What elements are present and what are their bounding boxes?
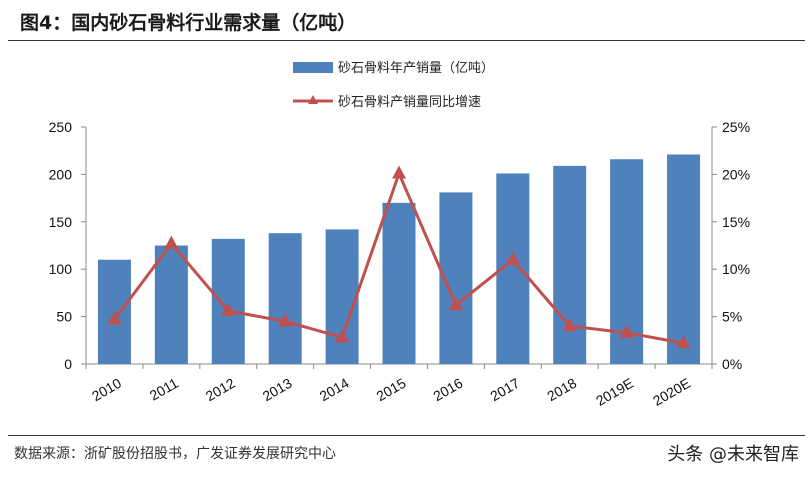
watermark: 头条 @未来智库: [667, 444, 799, 465]
left-tick-label: 150: [49, 214, 73, 230]
right-tick-label: 0%: [722, 356, 742, 372]
legend-triangle-icon: [308, 95, 318, 104]
right-tick-label: 10%: [722, 261, 750, 277]
line-point-triangle: [107, 311, 122, 325]
x-tick-label: 2016: [430, 375, 465, 405]
x-tick-label: 2011: [147, 375, 181, 404]
line-point-triangle: [392, 165, 406, 179]
right-tick-label: 15%: [722, 214, 750, 230]
right-tick-label: 20%: [722, 166, 750, 182]
legend-line-label: 砂石骨料产销量同比增速: [338, 95, 481, 110]
figure-title: 图4：国内砂石骨料行业需求量（亿吨）: [20, 12, 357, 34]
x-tick-label: 2017: [487, 375, 522, 405]
x-tick-label: 2018: [544, 375, 579, 405]
line-point-triangle: [676, 335, 691, 349]
line-point-triangle: [221, 302, 236, 316]
right-tick-label: 25%: [722, 119, 750, 135]
left-tick-label: 100: [49, 261, 73, 277]
footer-divider: [8, 435, 805, 436]
legend-bar-swatch: [293, 62, 333, 73]
line-point-triangle: [505, 251, 520, 265]
bar: [268, 233, 302, 364]
x-tick-label: 2019E: [593, 375, 636, 409]
line-point-triangle: [278, 313, 293, 327]
title-divider: [8, 40, 805, 41]
bar: [154, 245, 188, 364]
right-tick-label: 5%: [722, 309, 742, 325]
left-tick-label: 0: [64, 356, 72, 372]
x-tick-label: 2013: [260, 375, 295, 405]
line-point-triangle: [562, 318, 577, 332]
chart: 砂石骨料年产销量（亿吨） 砂石骨料产销量同比增速 0 50 100 150 200 250…: [49, 61, 750, 409]
source-note: 数据来源：浙矿股份招股书，广发证券发展研究中心: [14, 446, 336, 462]
x-tick-label: 2015: [374, 375, 409, 405]
left-tick-label: 200: [49, 166, 73, 182]
line-point-triangle: [619, 324, 634, 338]
left-tick-label: 250: [49, 119, 73, 135]
legend-bar-label: 砂石骨料年产销量（亿吨）: [338, 61, 494, 76]
x-tick-label: 2012: [203, 375, 238, 405]
bar: [553, 165, 587, 364]
bar: [211, 238, 245, 364]
x-tick-label: 2020E: [650, 375, 693, 409]
bar: [325, 229, 359, 364]
line-point-triangle: [335, 329, 350, 343]
left-tick-label: 50: [56, 309, 72, 325]
x-tick-label: 2014: [317, 375, 352, 405]
x-tick-label: 2010: [89, 375, 124, 405]
line-point-triangle: [164, 235, 179, 249]
bar: [667, 154, 701, 364]
bar: [382, 202, 416, 364]
line-point-triangle: [448, 297, 463, 311]
legend: 砂石骨料年产销量（亿吨） 砂石骨料产销量同比增速: [293, 61, 494, 110]
